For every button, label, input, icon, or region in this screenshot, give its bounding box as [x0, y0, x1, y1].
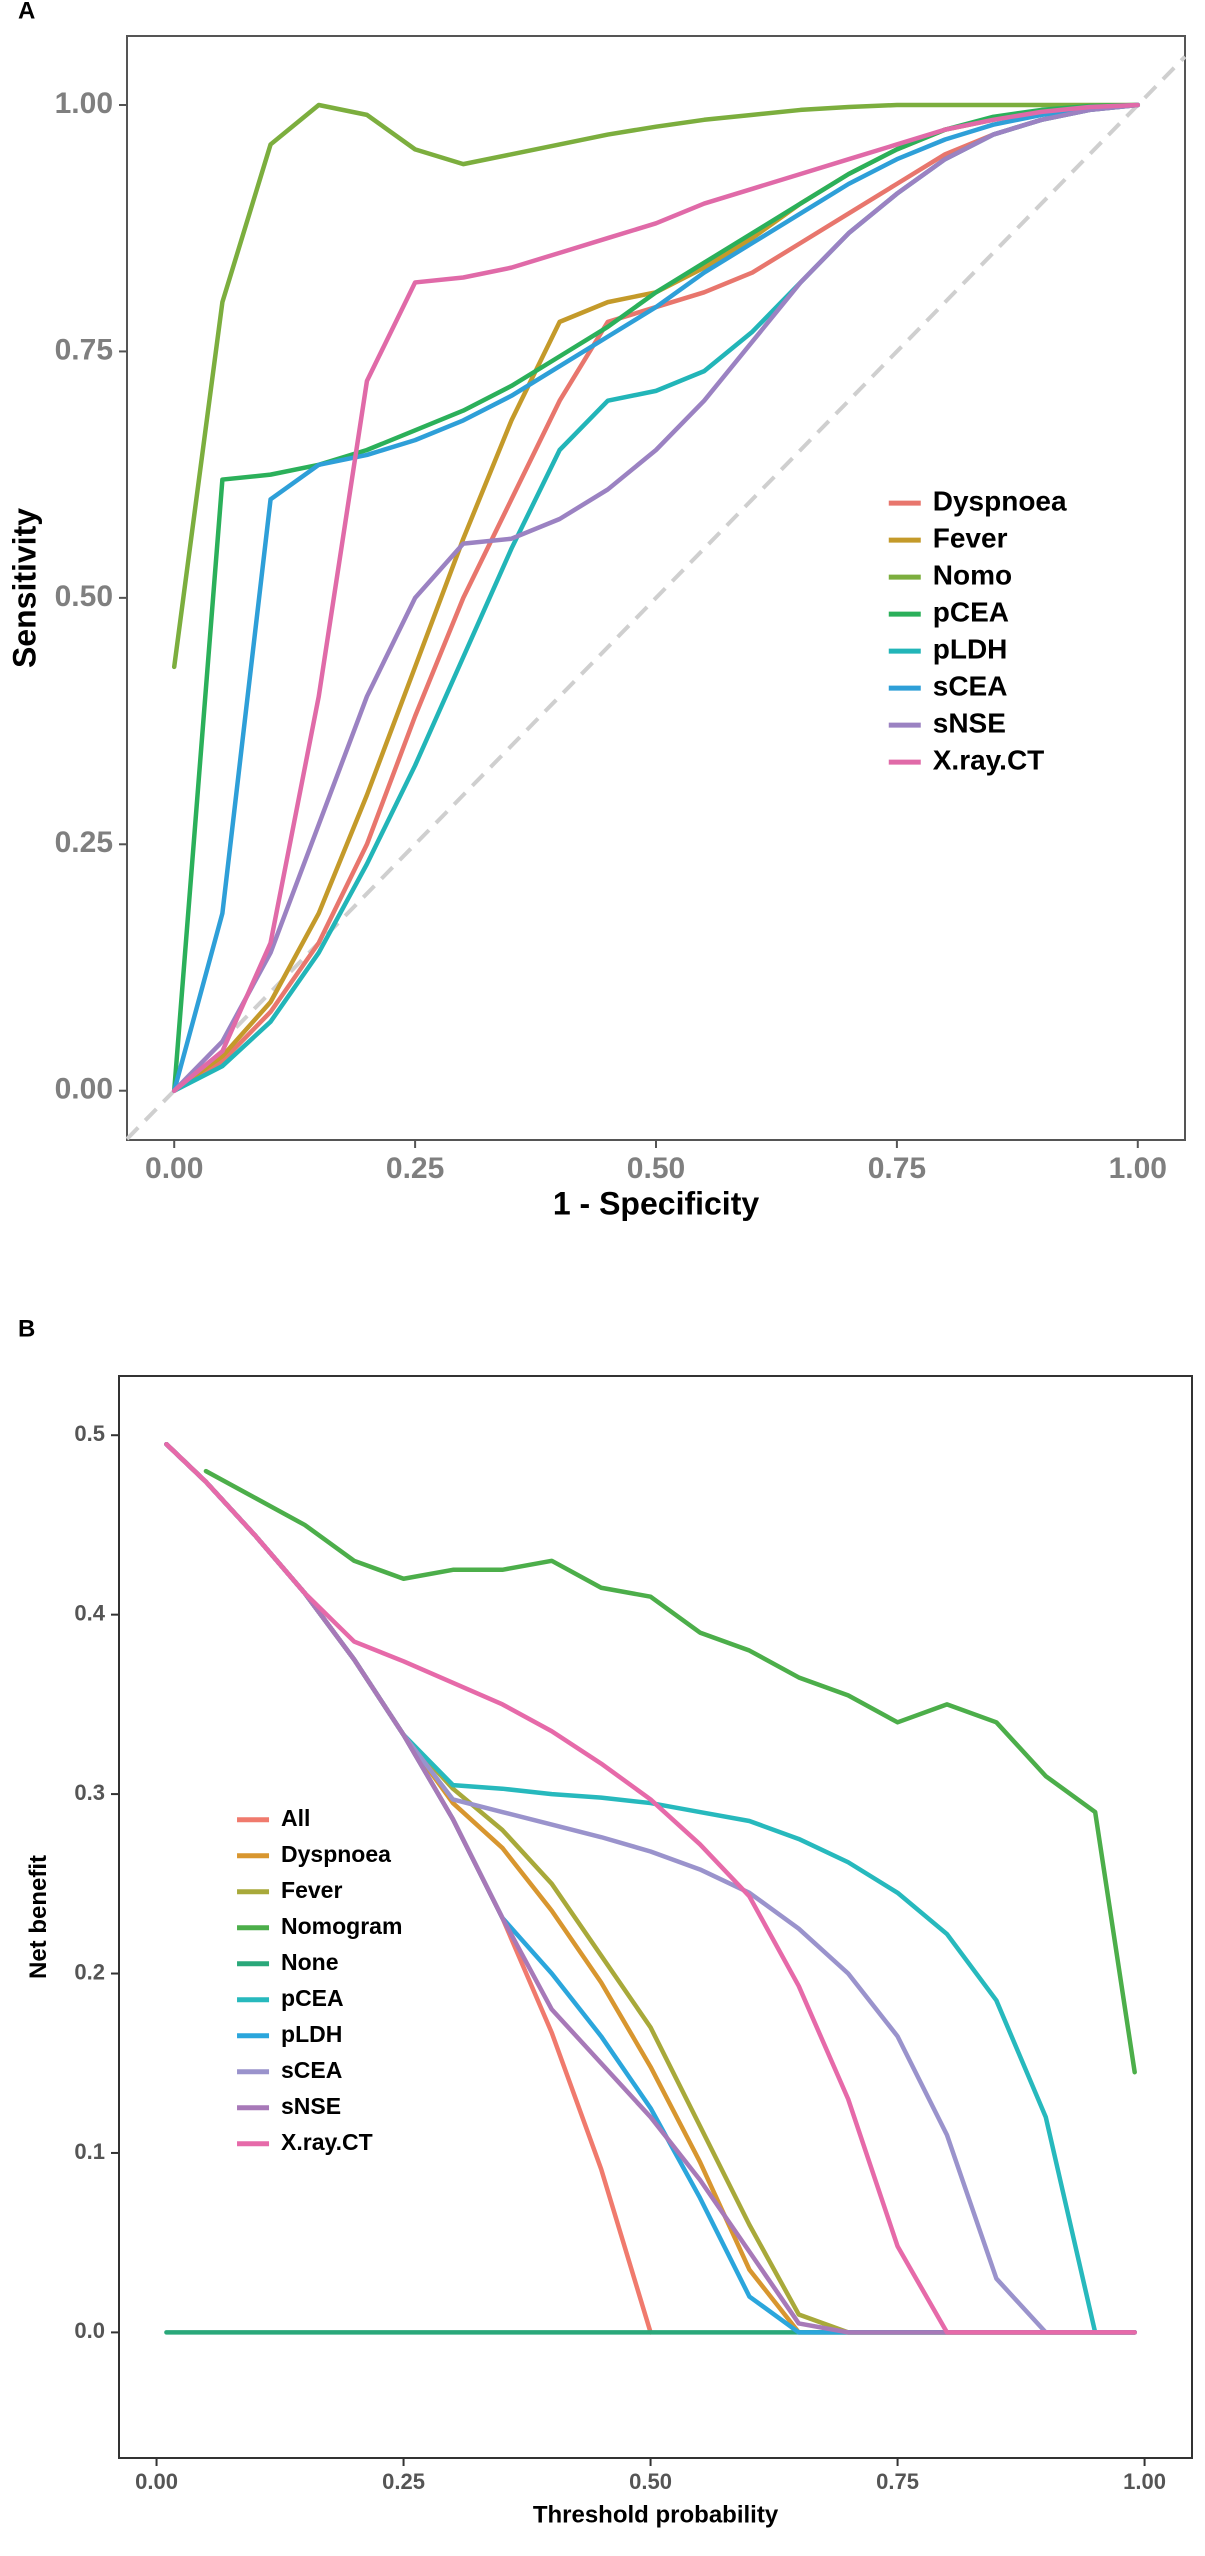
series-line — [171, 102, 1141, 1093]
y-tick-label: 0.1 — [74, 2139, 105, 2164]
y-tick-label: 0.25 — [55, 826, 113, 859]
legend-label: sNSE — [933, 707, 1006, 738]
x-tick-label: 0.50 — [629, 2469, 672, 2494]
series-line — [171, 102, 1141, 1093]
legend-label: pLDH — [933, 633, 1008, 664]
legend-label: X.ray.CT — [281, 2129, 373, 2155]
x-tick-label: 0.25 — [386, 1152, 444, 1185]
legend-label: Fever — [281, 1877, 342, 1903]
legend-label: sCEA — [933, 670, 1008, 701]
panel-label: A — [18, 0, 35, 24]
y-tick-label: 0.00 — [55, 1073, 113, 1106]
y-tick-label: 0.0 — [74, 2318, 105, 2343]
x-tick-label: 0.75 — [868, 1152, 926, 1185]
legend-label: Dyspnoea — [933, 485, 1067, 516]
reference-line — [125, 55, 1187, 1141]
y-tick-label: 0.4 — [74, 1600, 105, 1625]
x-tick-label: 0.75 — [876, 2469, 919, 2494]
x-tick-label: 0.50 — [627, 1152, 685, 1185]
y-tick-label: 0.3 — [74, 1780, 105, 1805]
series-line — [164, 1441, 1137, 2335]
legend-label: Nomogram — [281, 1913, 402, 1939]
y-tick-label: 0.50 — [55, 580, 113, 613]
y-tick-label: 0.75 — [55, 333, 113, 366]
x-axis-title: 1 - Specificity — [553, 1185, 760, 1221]
legend-label: sNSE — [281, 2093, 341, 2119]
series-line — [203, 1468, 1137, 2075]
x-tick-label: 0.00 — [135, 2469, 178, 2494]
x-tick-label: 1.00 — [1123, 2469, 1166, 2494]
legend-label: Fever — [933, 522, 1008, 553]
legend-label: Nomo — [933, 559, 1012, 590]
x-axis-title: Threshold probability — [533, 2501, 779, 2528]
x-tick-label: 1.00 — [1109, 1152, 1167, 1185]
y-tick-label: 0.2 — [74, 1959, 105, 1984]
y-axis-title: Sensitivity — [6, 508, 42, 668]
legend-label: pLDH — [281, 2021, 342, 2047]
x-tick-label: 0.00 — [145, 1152, 203, 1185]
x-tick-label: 0.25 — [382, 2469, 425, 2494]
series-line — [171, 102, 1141, 1093]
legend-label: pCEA — [281, 1985, 344, 2011]
plot-frame — [118, 1375, 1193, 2459]
y-tick-label: 0.5 — [74, 1421, 105, 1446]
legend-label: sCEA — [281, 2057, 342, 2083]
y-axis-title: Net benefit — [25, 1855, 52, 1979]
series-line — [171, 102, 1141, 670]
legend-label: None — [281, 1949, 339, 1975]
legend-label: Dyspnoea — [281, 1841, 391, 1867]
legend-label: All — [281, 1805, 310, 1831]
legend-label: pCEA — [933, 596, 1009, 627]
y-tick-label: 1.00 — [55, 87, 113, 120]
legend-label: X.ray.CT — [933, 744, 1045, 775]
panel-label: B — [18, 1315, 35, 1342]
